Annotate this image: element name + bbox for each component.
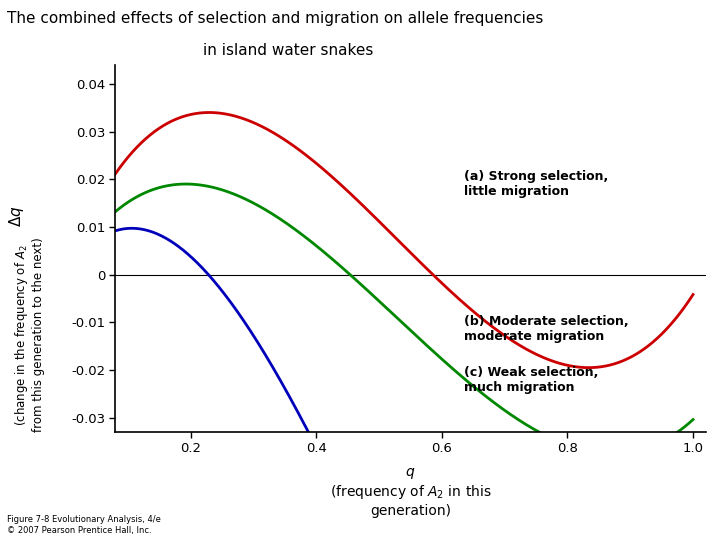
Text: (c) Weak selection,
much migration: (c) Weak selection, much migration <box>464 366 598 394</box>
Text: (b) Moderate selection,
moderate migration: (b) Moderate selection, moderate migrati… <box>464 315 629 343</box>
X-axis label: $q$
(frequency of $A_2$ in this
generation): $q$ (frequency of $A_2$ in this generati… <box>330 466 491 518</box>
Text: Figure 7-8 Evolutionary Analysis, 4/e
© 2007 Pearson Prentice Hall, Inc.: Figure 7-8 Evolutionary Analysis, 4/e © … <box>7 515 161 535</box>
Text: $\Delta q$: $\Delta q$ <box>7 205 26 227</box>
Text: (change in the frequency of $A_2$
from this generation to the next): (change in the frequency of $A_2$ from t… <box>13 238 45 433</box>
Text: in island water snakes: in island water snakes <box>203 43 373 58</box>
Text: (a) Strong selection,
little migration: (a) Strong selection, little migration <box>464 170 608 198</box>
Text: The combined effects of selection and migration on allele frequencies: The combined effects of selection and mi… <box>7 11 544 26</box>
